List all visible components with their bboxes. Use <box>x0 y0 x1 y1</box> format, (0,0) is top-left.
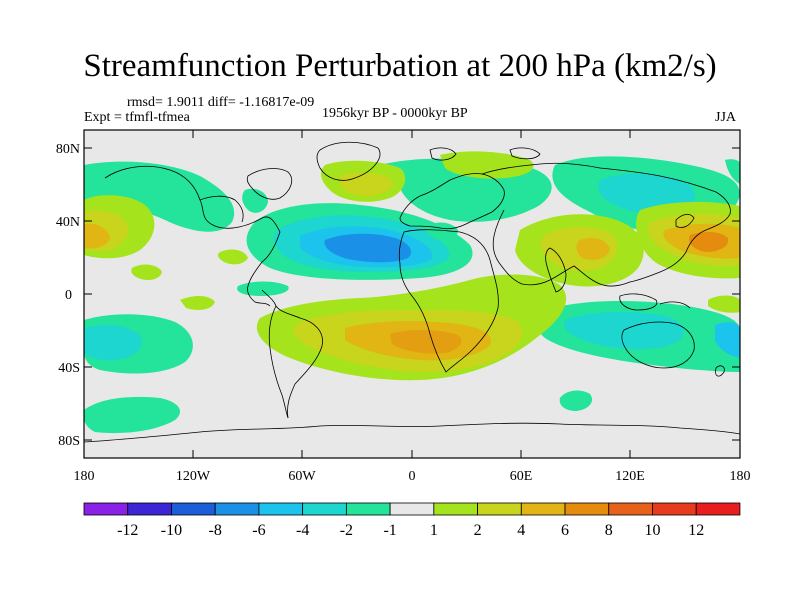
colorbar-swatch <box>389 502 435 516</box>
colorbar-level-label: -12 <box>117 522 138 539</box>
streamfunction-field <box>84 130 740 458</box>
colorbar-level-label: -1 <box>383 522 396 539</box>
colorbar-swatch <box>258 502 304 516</box>
colorbar-level-label: -4 <box>296 522 309 539</box>
colorbar-swatch <box>564 502 610 516</box>
colorbar-swatch <box>171 502 216 516</box>
coastlines <box>84 141 740 443</box>
stats-text: rmsd= 1.9011 diff= -1.16817e-09 <box>127 95 315 110</box>
colorbar-swatch <box>127 502 172 516</box>
lat-label-40s: 40S <box>58 361 80 376</box>
chart-title: Streamfunction Perturbation at 200 hPa (… <box>83 48 717 84</box>
colorbar-level-label: 6 <box>561 522 569 539</box>
lat-ticks <box>84 147 740 441</box>
lon-label-120w: 120W <box>176 469 211 484</box>
colorbar-level-label: 12 <box>688 522 704 539</box>
colorbar-swatch <box>214 502 260 516</box>
colorbar-level-label: -8 <box>209 522 222 539</box>
lon-label-180e: 180 <box>730 469 751 484</box>
colorbar-level-label: 4 <box>517 522 525 539</box>
colorbar-level-label: 10 <box>644 522 660 539</box>
colorbar-swatch <box>608 502 653 516</box>
colorbar-swatch <box>520 502 566 516</box>
colorbar-swatch <box>695 502 741 516</box>
colorbar-level-label: -6 <box>252 522 265 539</box>
period-label: 1956kyr BP - 0000kyr BP <box>322 106 468 121</box>
lat-label-40n: 40N <box>56 215 80 230</box>
colorbar-swatch <box>652 502 697 516</box>
colorbar-swatch <box>302 502 347 516</box>
colorbar-swatch <box>477 502 522 516</box>
colorbar-level-label: -2 <box>340 522 353 539</box>
lon-label-60w: 60W <box>288 469 316 484</box>
lon-ticks <box>192 130 631 458</box>
colorbar-swatch <box>83 502 129 516</box>
experiment-label: Expt = tfmfl-tfmea <box>84 110 190 125</box>
lat-label-0: 0 <box>65 288 72 303</box>
colorbar-level-label: 8 <box>605 522 613 539</box>
colorbar: -12 -10 -8 -6 -4 -2 -1 1 2 4 6 8 10 12 <box>83 502 741 539</box>
season-label: JJA <box>715 110 737 125</box>
colorbar-swatch <box>433 502 478 516</box>
lon-label-60e: 60E <box>510 469 533 484</box>
lon-label-180w: 180 <box>74 469 95 484</box>
lon-label-120e: 120E <box>615 469 645 484</box>
lon-label-0: 0 <box>409 469 416 484</box>
lat-label-80n: 80N <box>56 142 80 157</box>
colorbar-level-label: -10 <box>161 522 182 539</box>
colorbar-swatch <box>345 502 391 516</box>
colorbar-level-label: 2 <box>474 522 482 539</box>
colorbar-level-label: 1 <box>430 522 438 539</box>
lat-label-80s: 80S <box>58 434 80 449</box>
